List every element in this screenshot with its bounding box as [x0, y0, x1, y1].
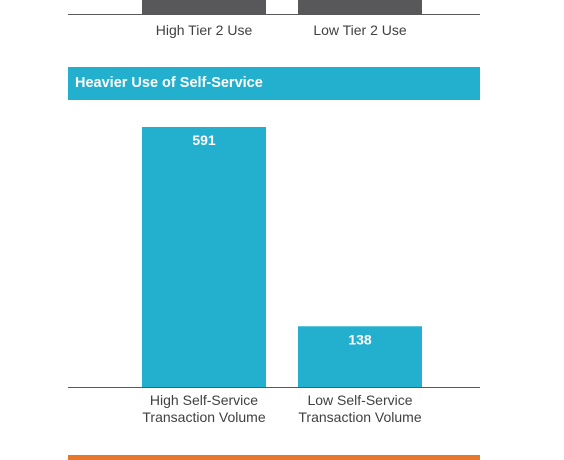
data-label: 138 [348, 331, 372, 347]
main-bar-chart: 591 138 High Self-Service Transaction Volum… [68, 127, 480, 425]
top-bar [142, 0, 266, 14]
main-category-label: Low Self-Service Transaction Volume [298, 392, 421, 425]
section-title: Heavier Use of Self-Service [75, 75, 263, 91]
section-header: Heavier Use of Self-Service [68, 67, 480, 100]
main-bar [298, 326, 422, 387]
top-bar-chart: High Tier 2 Use Low Tier 2 Use [68, 0, 480, 38]
main-bar [142, 127, 266, 387]
top-category-label: Low Tier 2 Use [313, 22, 407, 38]
main-category-label: High Self-Service Transaction Volume [142, 392, 265, 425]
data-label: 591 [192, 132, 216, 148]
bottom-divider [68, 455, 480, 460]
top-category-label: High Tier 2 Use [156, 22, 253, 38]
top-bar [298, 0, 422, 14]
